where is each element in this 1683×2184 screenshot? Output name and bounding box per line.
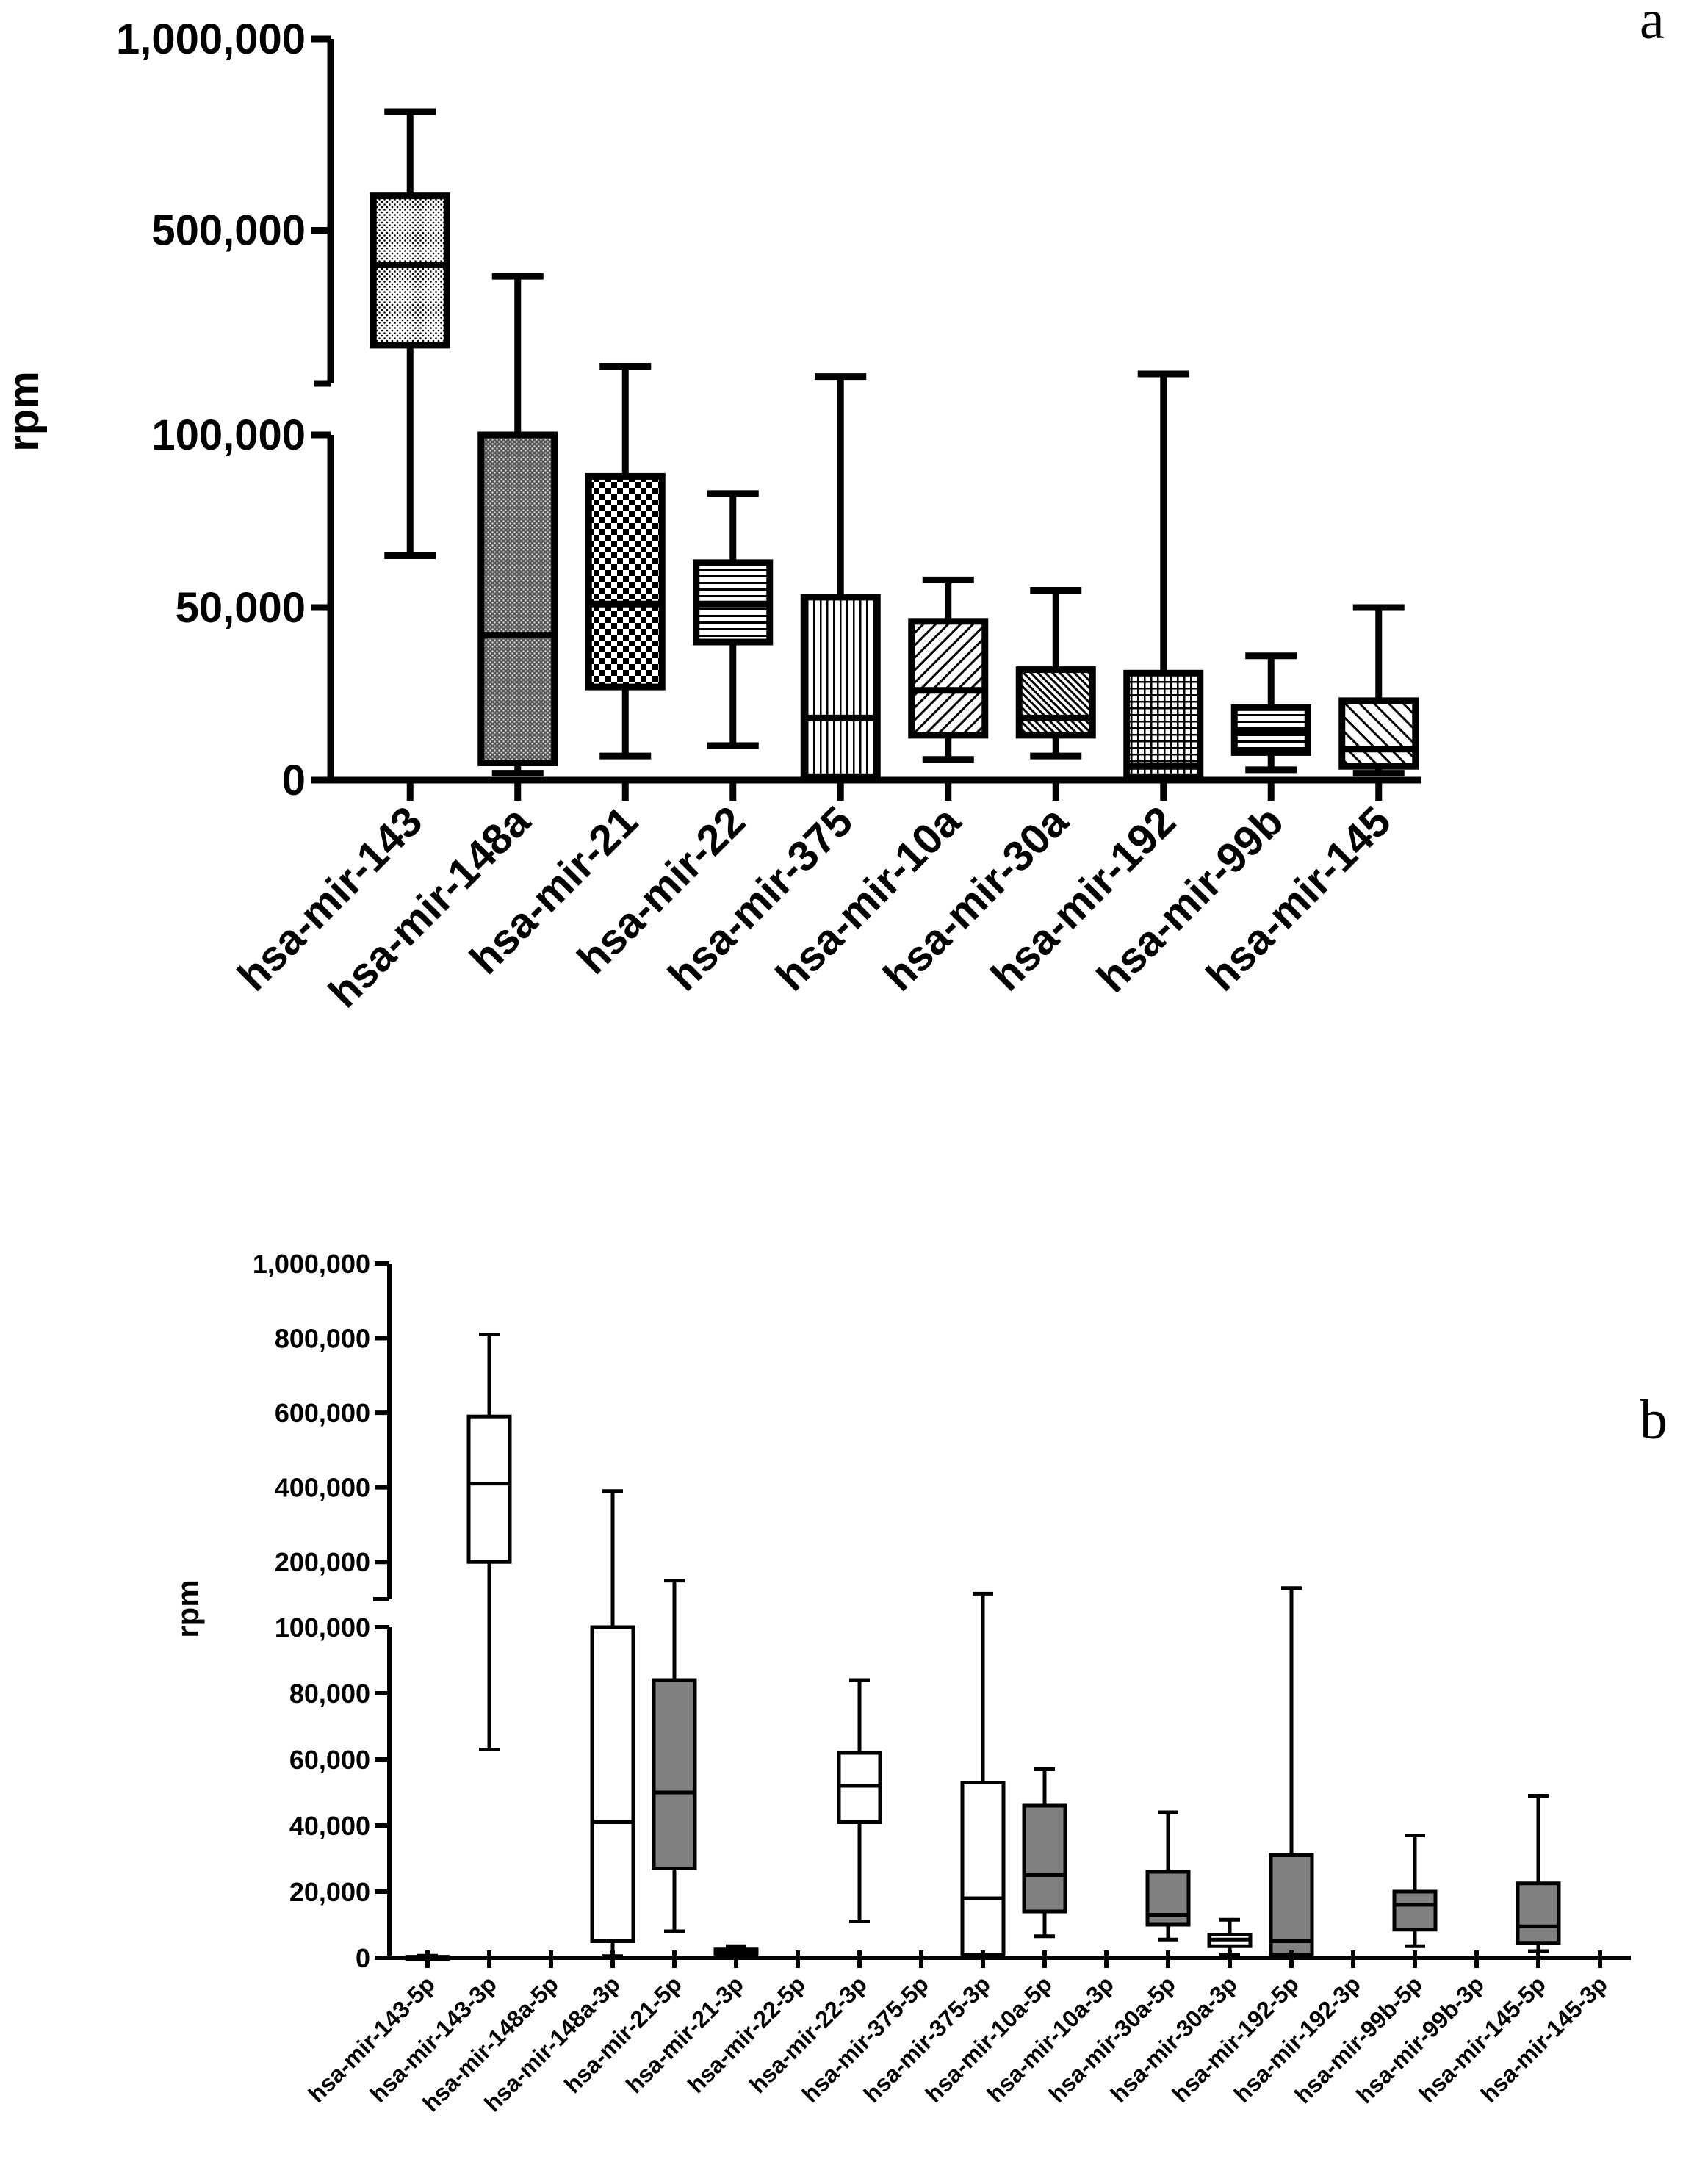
- y-tick-label: 20,000: [289, 1877, 370, 1907]
- box-hsa-mir-99b: [1230, 652, 1311, 774]
- box-hsa-mir-375-3p: [960, 1591, 1006, 1960]
- box-body: [1015, 666, 1096, 739]
- y-tick-label: 600,000: [275, 1398, 370, 1428]
- y-tick-label: 50,000: [176, 584, 306, 632]
- box-body: [652, 1678, 697, 1870]
- y-tick-label: 80,000: [289, 1679, 370, 1709]
- box-hsa-mir-99b-5p: [1392, 1834, 1438, 1948]
- box-hsa-mir-10a-5p: [1022, 1767, 1067, 1939]
- box-hsa-mir-145: [1338, 604, 1419, 777]
- y-tick-label: 0: [282, 757, 306, 804]
- y-tick-label: 1,000,000: [116, 15, 306, 63]
- box-body: [466, 1414, 512, 1564]
- box-body: [800, 594, 881, 780]
- y-tick-label: 100,000: [275, 1612, 370, 1643]
- box-body: [1145, 1870, 1191, 1927]
- box-hsa-mir-148a-3p: [590, 1489, 635, 1958]
- box-body: [1338, 697, 1419, 770]
- box-body: [590, 1625, 635, 1943]
- panel-b-chart: 0 20,000 40,000 60,000 80,000 100,000 200,000 4…: [170, 1249, 1631, 2117]
- box-body: [477, 431, 558, 766]
- box-body: [370, 192, 450, 349]
- box-body: [1022, 1803, 1067, 1914]
- box-body: [960, 1781, 1006, 1956]
- panel-a-chart: 0 50,000 100,000 500,000 1,000,000 rpm hsa-mir…: [0, 15, 1421, 1017]
- box-hsa-mir-30a: [1015, 587, 1096, 760]
- y-tick-label: 60,000: [289, 1745, 370, 1775]
- y-tick-label: 1,000,000: [253, 1249, 370, 1279]
- box-hsa-mir-30a-3p: [1207, 1917, 1253, 1956]
- y-tick-label: 0: [356, 1943, 370, 1973]
- x-tick-label: hsa-mir-143: [228, 797, 431, 1000]
- x-tick-label: hsa-mir-99b: [1088, 797, 1292, 1001]
- y-tick-label: 500,000: [151, 207, 306, 255]
- box-body: [585, 472, 666, 691]
- box-body: [908, 618, 989, 739]
- box-hsa-mir-22: [693, 490, 774, 749]
- box-hsa-mir-30a-5p: [1145, 1810, 1191, 1942]
- y-axis-label: rpm: [0, 371, 48, 452]
- y-tick-label: 100,000: [151, 411, 306, 459]
- box-hsa-mir-22-3p: [837, 1678, 882, 1923]
- box-body: [1123, 669, 1204, 780]
- box-hsa-mir-375: [800, 373, 881, 784]
- y-tick-label: 40,000: [289, 1811, 370, 1841]
- box-body: [1516, 1881, 1561, 1945]
- y-tick-label: 400,000: [275, 1473, 370, 1503]
- y-tick-label: 800,000: [275, 1324, 370, 1354]
- y-axis-label: rpm: [170, 1579, 205, 1637]
- panel-a-letter: a: [1640, 0, 1665, 51]
- box-hsa-mir-21-5p: [652, 1579, 697, 1933]
- y-tick-label: 200,000: [275, 1547, 370, 1577]
- box-hsa-mir-192: [1123, 370, 1204, 784]
- box-hsa-mir-192-5p: [1269, 1586, 1314, 1960]
- box-hsa-mir-143-3p: [466, 1332, 512, 1751]
- box-hsa-mir-10a: [908, 576, 989, 763]
- box-hsa-mir-148a: [477, 273, 558, 777]
- box-body: [1392, 1889, 1438, 1932]
- panel-b-letter: b: [1640, 1389, 1668, 1451]
- box-hsa-mir-143: [370, 108, 450, 559]
- box-hsa-mir-145-5p: [1516, 1794, 1561, 1953]
- box-hsa-mir-21: [585, 363, 666, 760]
